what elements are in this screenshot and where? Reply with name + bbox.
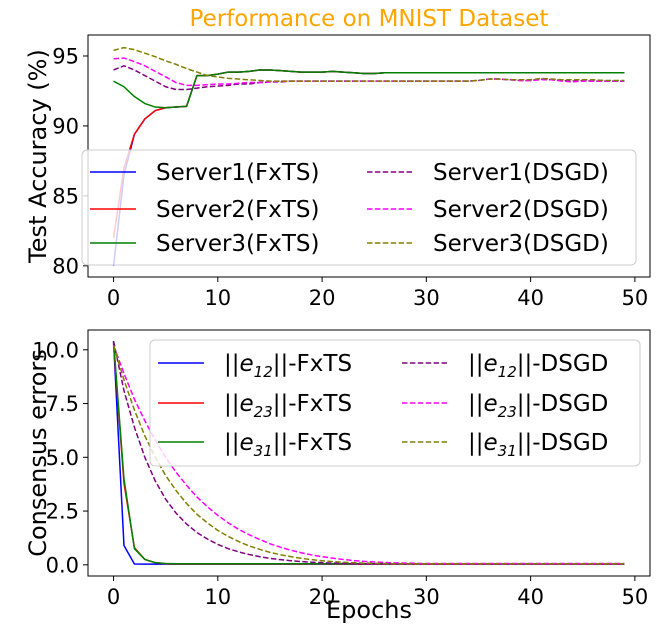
accuracy-legend-label: Server1(DSGD) <box>433 160 609 186</box>
consensus-legend-label: ||e12||-FxTS <box>224 351 352 381</box>
consensus-y-tick-label: 10.0 <box>32 338 79 362</box>
consensus-x-tick-label: 20 <box>309 585 336 609</box>
consensus-x-tick-label: 10 <box>204 585 231 609</box>
consensus-y-tick-label: 0.0 <box>46 553 79 577</box>
consensus-legend-label: ||e23||-DSGD <box>468 391 608 421</box>
accuracy-x-tick-label: 50 <box>622 286 649 310</box>
consensus-y-tick-label: 7.5 <box>46 392 79 416</box>
consensus-legend-label: ||e31||-FxTS <box>224 430 352 460</box>
consensus-x-tick-label: 40 <box>517 585 544 609</box>
consensus-axes-frame <box>87 329 651 577</box>
consensus-series-line-5 <box>112 345 625 565</box>
accuracy-y-tick-label: 90 <box>52 114 79 138</box>
accuracy-x-tick-label: 20 <box>309 286 336 310</box>
accuracy-series-line-3 <box>113 69 625 109</box>
accuracy-y-tick-label: 80 <box>52 254 79 278</box>
accuracy-legend-label: Server2(DSGD) <box>433 197 609 223</box>
consensus-legend: ||e12||-FxTS ||e23||-FxTS ||e31||-FxTS ||e1… <box>149 339 641 467</box>
consensus-x-axis-label: Epochs <box>326 596 412 624</box>
consensus-y-tick-label: 5.0 <box>46 446 79 470</box>
accuracy-y-tick-label: 85 <box>52 184 79 208</box>
accuracy-legend-box <box>81 149 637 266</box>
consensus-x-tick-label: 30 <box>413 585 440 609</box>
accuracy-legend-label: Server3(FxTS) <box>156 231 320 257</box>
accuracy-series-line-6 <box>113 46 625 82</box>
consensus-legend-box <box>149 339 641 467</box>
accuracy-legend-label: Server1(FxTS) <box>156 160 320 186</box>
consensus-series-line-6 <box>112 345 625 565</box>
accuracy-x-tick-label: 30 <box>413 286 440 310</box>
accuracy-legend-label: Server3(DSGD) <box>433 231 609 257</box>
consensus-x-tick-label: 0 <box>107 585 120 609</box>
consensus-legend-label: ||e31||-DSGD <box>468 430 608 460</box>
consensus-y-tick-label: 2.5 <box>46 500 79 524</box>
consensus-legend-label: ||e23||-FxTS <box>224 391 352 421</box>
accuracy-x-tick-label: 10 <box>204 286 231 310</box>
accuracy-legend-label: Server2(FxTS) <box>156 197 320 223</box>
accuracy-chart: 0 10 20 30 40 50 80 85 90 95 Performance on MNIST … <box>24 6 651 310</box>
consensus-x-tick-label: 50 <box>622 585 649 609</box>
accuracy-x-tick-label: 40 <box>517 286 544 310</box>
accuracy-y-tick-label: 95 <box>52 44 79 68</box>
accuracy-y-axis-label: Test Accuracy (%) <box>24 49 52 264</box>
accuracy-x-tick-label: 0 <box>107 286 120 310</box>
accuracy-legend: Server1(FxTS) Server2(FxTS) Server3(FxTS) S… <box>81 149 637 266</box>
consensus-y-axis-label: Consensus errors <box>24 349 52 557</box>
consensus-legend-label: ||e12||-DSGD <box>468 351 608 381</box>
accuracy-chart-title: Performance on MNIST Dataset <box>190 6 549 32</box>
